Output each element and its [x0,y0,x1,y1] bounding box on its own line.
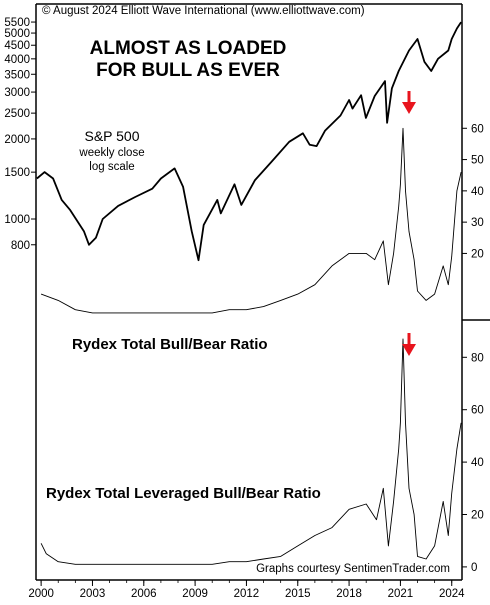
bull-bear-ratio-line [40,127,462,314]
x-tick-label: 2012 [234,588,260,600]
x-tick-label: 2024 [439,588,465,600]
sp500-y-tick-label: 3500 [4,69,30,81]
copyright-text: © August 2024 Elliott Wave International… [42,5,365,17]
leveraged-y-tick-label: 60 [471,405,484,417]
sp500-label: S&P 500 [84,128,139,144]
peak-arrow-upper [402,91,416,114]
bull-bear-y-tick-label: 50 [471,155,484,167]
x-tick-label: 2000 [28,588,54,600]
sp500-y-tick-label: 5000 [4,28,30,40]
sp500-line [36,21,462,262]
x-tick-label: 2018 [336,588,362,600]
bull-bear-y-tick-label: 20 [471,248,484,260]
sp500-sublabel: weekly close [78,147,144,159]
bull-bear-y-tick-label: 40 [471,186,484,198]
leveraged-y-tick-label: 80 [471,352,484,364]
x-tick-label: 2009 [182,588,208,600]
bull-bear-y-tick-label: 60 [471,123,484,135]
leveraged-y-axis: 0 20 40 60 80 [462,352,484,574]
leveraged-y-tick-label: 0 [471,562,477,574]
bull-bear-y-tick-label: 30 [471,217,484,229]
chart-frame [35,3,490,581]
sp500-y-tick-label: 4000 [4,54,30,66]
leveraged-title: Rydex Total Leveraged Bull/Bear Ratio [46,485,321,502]
sp500-scale-label: log scale [89,161,134,173]
chart-title-line-2: FOR BULL AS EVER [96,60,280,81]
x-axis: 2000 2003 2006 2009 2012 2015 2018 2021 2024 [28,580,465,600]
x-tick-label: 2015 [285,588,311,600]
bull-bear-title: Rydex Total Bull/Bear Ratio [72,336,268,353]
leveraged-y-tick-label: 40 [471,457,484,469]
bull-bear-y-axis: 20 30 40 50 60 [462,123,484,260]
sp500-y-tick-label: 2000 [4,134,30,146]
sp500-y-tick-label: 2500 [4,108,30,120]
x-tick-label: 2003 [80,588,106,600]
sp500-y-tick-label: 800 [11,240,30,252]
sp500-y-tick-label: 1000 [4,214,30,226]
chart-series [36,21,462,565]
chart-title-line-1: ALMOST AS LOADED [90,38,287,59]
credit-text: Graphs courtesy SentimenTrader.com [256,563,450,575]
peak-arrow-lower [402,333,416,356]
sp500-y-tick-label: 1500 [4,167,30,179]
sp500-y-tick-label: 5500 [4,17,30,29]
sp500-y-tick-label: 3000 [4,87,30,99]
sp500-y-tick-label: 4500 [4,40,30,52]
leveraged-y-tick-label: 20 [471,510,484,522]
x-tick-label: 2021 [388,588,414,600]
x-tick-label: 2006 [131,588,157,600]
leveraged-ratio-line [40,338,462,565]
